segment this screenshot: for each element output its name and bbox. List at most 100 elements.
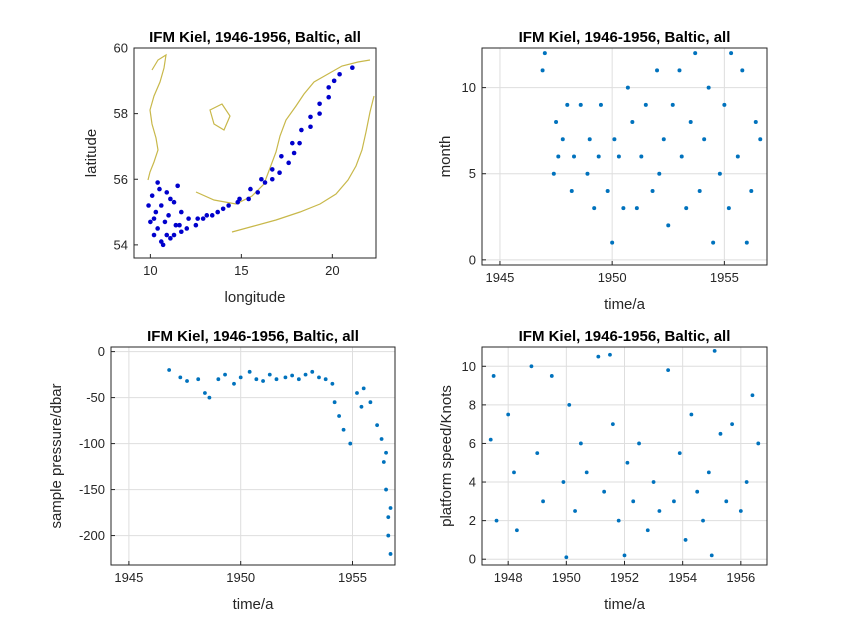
data-point bbox=[171, 199, 177, 205]
data-point bbox=[621, 206, 626, 211]
y-tick-label: 58 bbox=[114, 106, 128, 121]
data-point bbox=[193, 222, 199, 228]
y-tick-label: 6 bbox=[469, 436, 476, 451]
data-point bbox=[573, 509, 577, 513]
data-point bbox=[637, 441, 641, 446]
axes-frame bbox=[110, 346, 396, 566]
data-point bbox=[151, 216, 157, 221]
plot-area bbox=[482, 48, 767, 265]
data-point bbox=[661, 137, 666, 142]
data-point bbox=[541, 499, 545, 504]
data-point bbox=[625, 460, 630, 465]
y-tick-label: 0 bbox=[98, 344, 105, 359]
x-tick-label: 20 bbox=[325, 263, 339, 278]
data-point bbox=[670, 102, 675, 107]
data-point bbox=[290, 140, 295, 146]
chart-panel-2: 1945 1950 1955 0 5 10 IFM Kiel, 1946-1956, Bal… bbox=[437, 29, 768, 313]
data-point bbox=[735, 154, 740, 159]
data-point bbox=[326, 94, 331, 100]
data-point bbox=[164, 190, 170, 195]
data-point bbox=[386, 515, 391, 520]
data-point bbox=[712, 348, 717, 353]
data-point bbox=[612, 137, 617, 142]
data-point bbox=[717, 171, 722, 176]
x-tick-label: 1950 bbox=[226, 570, 255, 585]
data-point bbox=[246, 196, 251, 202]
data-point bbox=[310, 369, 315, 374]
data-point bbox=[384, 450, 388, 455]
data-point bbox=[702, 137, 707, 142]
y-axis-label: latitude bbox=[83, 129, 100, 177]
x-tick-label: 15 bbox=[234, 263, 248, 278]
data-point bbox=[569, 188, 574, 193]
x-axis-label: longitude bbox=[225, 289, 286, 306]
data-point bbox=[643, 102, 648, 107]
data-point bbox=[209, 213, 215, 218]
data-point bbox=[514, 528, 519, 533]
data-point bbox=[535, 451, 540, 456]
data-point bbox=[610, 240, 615, 245]
data-point bbox=[359, 404, 364, 409]
data-point bbox=[388, 506, 393, 510]
y-tick-label: 54 bbox=[114, 237, 128, 252]
data-point bbox=[610, 422, 615, 427]
data-point bbox=[232, 381, 236, 386]
data-point bbox=[512, 470, 516, 475]
data-point bbox=[323, 377, 328, 382]
y-tick-label: 4 bbox=[469, 475, 476, 490]
data-point bbox=[368, 400, 373, 405]
data-point bbox=[317, 101, 322, 107]
data-point bbox=[756, 441, 761, 446]
data-point bbox=[254, 377, 259, 382]
data-point bbox=[269, 176, 275, 182]
data-point bbox=[758, 137, 763, 142]
data-point bbox=[146, 203, 151, 208]
data-point bbox=[296, 377, 301, 382]
chart-panel-1: 10 15 20 54 56 58 60 IFM Kiel, 1946-1956, Balti… bbox=[83, 29, 377, 306]
data-point bbox=[693, 51, 698, 56]
data-point bbox=[655, 68, 660, 73]
data-point bbox=[167, 368, 172, 372]
y-tick-label: 0 bbox=[469, 552, 476, 567]
data-point bbox=[651, 480, 656, 484]
data-point bbox=[186, 216, 191, 221]
data-point bbox=[291, 150, 297, 156]
data-point bbox=[596, 154, 601, 159]
data-point bbox=[179, 229, 184, 235]
data-point bbox=[666, 223, 671, 228]
data-point bbox=[283, 375, 288, 380]
data-point bbox=[572, 154, 577, 159]
y-tick-label: -50 bbox=[86, 390, 105, 405]
x-tick-label: 1945 bbox=[485, 270, 514, 285]
data-point bbox=[592, 206, 597, 211]
data-point bbox=[738, 509, 743, 513]
data-point bbox=[744, 480, 749, 484]
data-point bbox=[578, 102, 583, 107]
data-point bbox=[639, 154, 644, 159]
y-axis-label: month bbox=[437, 136, 454, 178]
plot-area bbox=[134, 48, 376, 258]
data-point bbox=[561, 480, 566, 484]
data-point bbox=[556, 154, 561, 159]
data-point bbox=[560, 137, 565, 142]
x-tick-label: 1954 bbox=[668, 570, 697, 585]
data-point bbox=[689, 412, 694, 417]
data-point bbox=[215, 209, 220, 215]
x-tick-label: 1950 bbox=[598, 270, 627, 285]
data-point bbox=[195, 216, 200, 221]
data-point bbox=[286, 160, 291, 166]
data-point bbox=[248, 186, 253, 192]
data-point bbox=[177, 222, 182, 228]
chart-title: IFM Kiel, 1946-1956, Baltic, all bbox=[147, 328, 359, 345]
data-point bbox=[168, 196, 173, 202]
data-point bbox=[744, 240, 749, 245]
data-point bbox=[565, 102, 570, 107]
data-point bbox=[308, 124, 313, 130]
data-point bbox=[750, 393, 755, 398]
data-point bbox=[585, 171, 590, 176]
data-point bbox=[203, 391, 207, 395]
data-point bbox=[666, 368, 671, 373]
data-point bbox=[488, 437, 493, 442]
x-tick-label: 1945 bbox=[114, 570, 143, 585]
